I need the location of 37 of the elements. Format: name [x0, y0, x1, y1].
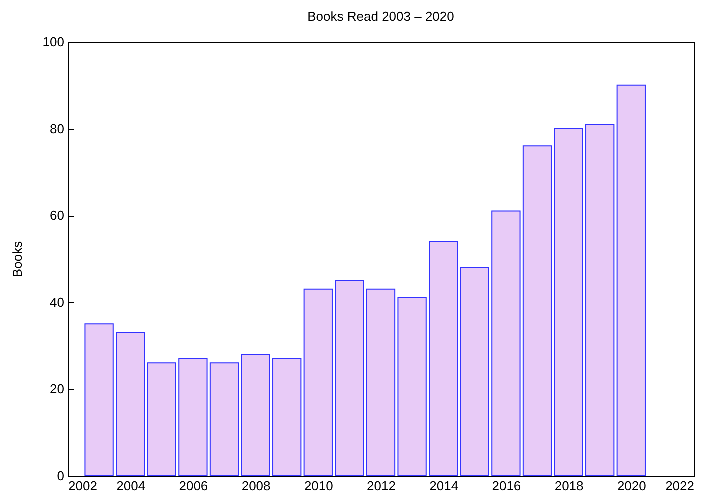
- bar: [460, 267, 490, 476]
- x-tick-label: 2004: [116, 478, 146, 494]
- x-tick-label: 2020: [617, 478, 646, 494]
- bar: [335, 280, 364, 476]
- x-tick-label: 2010: [304, 478, 334, 494]
- y-axis-title: Books: [10, 240, 25, 278]
- bar: [366, 288, 396, 476]
- bar: [116, 332, 146, 476]
- bar: [241, 354, 270, 476]
- x-tick-label: 2002: [68, 478, 98, 494]
- y-tick-label: 20: [50, 382, 64, 397]
- bar: [522, 146, 552, 476]
- bar: [586, 124, 615, 476]
- y-tick-label: 60: [50, 208, 64, 224]
- bar: [210, 362, 240, 476]
- bar: [178, 358, 208, 476]
- bar: [272, 358, 302, 476]
- x-tick-label: 2012: [367, 478, 396, 494]
- x-tick-label: 2018: [554, 478, 584, 494]
- bar: [616, 84, 646, 476]
- bar: [429, 241, 458, 476]
- x-tick-label: 2022: [666, 478, 694, 494]
- x-tick-label: 2016: [492, 478, 522, 494]
- bar: [147, 362, 176, 476]
- y-tick-label: 100: [42, 34, 64, 50]
- bar: [84, 324, 114, 476]
- x-tick-label: 2014: [430, 478, 459, 494]
- y-tick-label: 40: [50, 294, 64, 310]
- y-tick-label: 80: [50, 121, 64, 136]
- x-tick-label: 2006: [179, 478, 208, 494]
- bar: [304, 288, 333, 476]
- x-tick-label: 2008: [242, 478, 271, 494]
- chart-title: Books Read 2003 – 2020: [308, 9, 454, 24]
- y-tick-label: 0: [57, 468, 64, 484]
- bar: [554, 128, 584, 476]
- bar: [398, 298, 427, 476]
- bar: [492, 210, 521, 476]
